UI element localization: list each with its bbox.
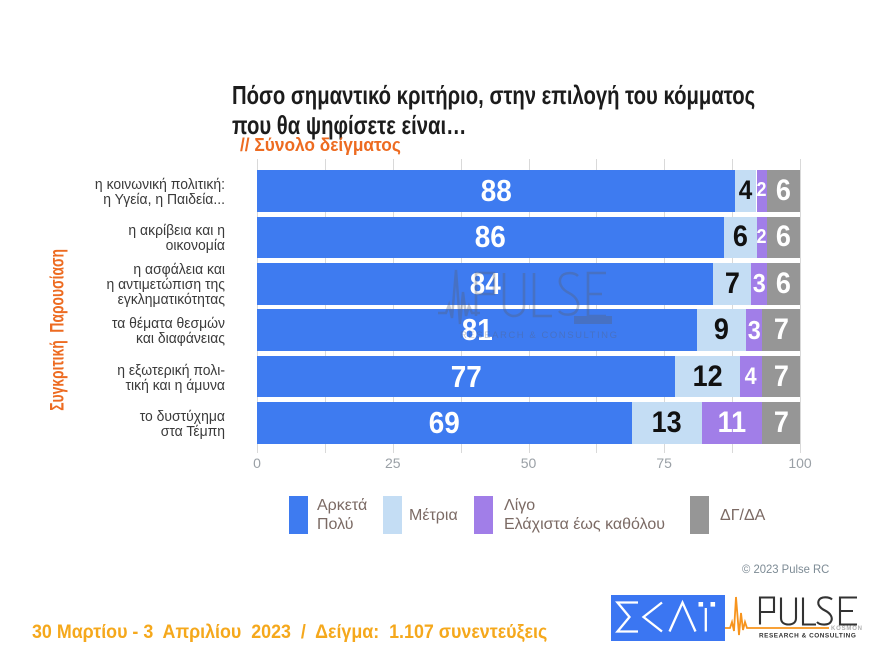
svg-text:RESEARCH & CONSULTING: RESEARCH & CONSULTING (460, 330, 619, 341)
svg-text:RESEARCH & CONSULTING: RESEARCH & CONSULTING (759, 633, 856, 640)
svg-text:KOSMON: KOSMON (831, 626, 863, 632)
